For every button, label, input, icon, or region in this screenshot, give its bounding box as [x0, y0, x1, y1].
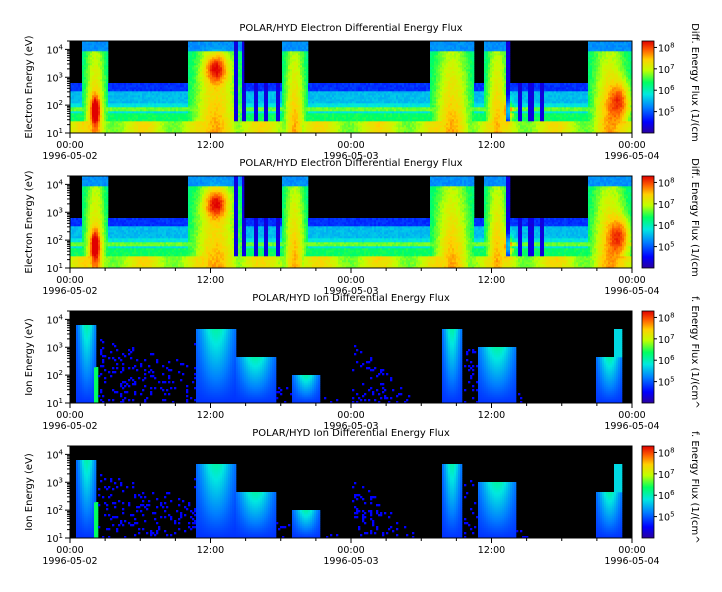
- x-tick-date: 1996-05-02: [42, 556, 97, 567]
- x-tick-date: 1996-05-04: [604, 151, 659, 162]
- panel-title: POLAR/HYD Electron Differential Energy F…: [239, 158, 462, 169]
- colorbar-label: f. Energy Flux (1/(cm^: [689, 431, 700, 543]
- x-tick-time: 00:00: [56, 545, 83, 556]
- x-tick-time: 12:00: [478, 275, 505, 286]
- colorbar-tick-label: 107: [658, 468, 675, 481]
- y-tick-label: 101: [46, 397, 63, 410]
- y-tick-label: 104: [46, 178, 63, 191]
- y-tick-label: 104: [46, 448, 63, 461]
- colorbar-tick-label: 105: [658, 511, 675, 524]
- colorbar-tick-label: 108: [658, 176, 675, 189]
- y-tick-label: 104: [46, 43, 63, 56]
- y-tick-label: 103: [46, 476, 63, 489]
- colorbar: [642, 41, 654, 133]
- x-tick-time: 00:00: [56, 410, 83, 421]
- y-axis-label: Electron Energy (eV): [24, 170, 35, 273]
- panel-1: POLAR/HYD Electron Differential Energy F…: [24, 23, 700, 162]
- colorbar-tick-label: 106: [658, 489, 675, 502]
- x-tick-date: 1996-05-02: [42, 286, 97, 297]
- colorbar-tick-label: 107: [658, 63, 675, 76]
- y-tick-label: 104: [46, 313, 63, 326]
- y-tick-label: 101: [46, 532, 63, 545]
- y-axis-label: Ion Energy (eV): [24, 318, 35, 396]
- x-tick-date: 1996-05-04: [604, 556, 659, 567]
- y-tick-label: 102: [46, 504, 63, 517]
- x-tick-date: 1996-05-02: [42, 151, 97, 162]
- colorbar-tick-label: 106: [658, 84, 675, 97]
- x-tick-time: 00:00: [337, 410, 364, 421]
- colorbar-label: f. Energy Flux (1/(cm^: [689, 296, 700, 408]
- x-tick-time: 00:00: [337, 140, 364, 151]
- colorbar-tick-label: 106: [658, 219, 675, 232]
- panel-title: POLAR/HYD Ion Differential Energy Flux: [252, 293, 450, 304]
- colorbar: [642, 176, 654, 268]
- colorbar-tick-label: 105: [658, 106, 675, 119]
- colorbar-tick-label: 106: [658, 354, 675, 367]
- y-tick-label: 102: [46, 99, 63, 112]
- x-tick-time: 00:00: [337, 275, 364, 286]
- colorbar-tick-label: 107: [658, 198, 675, 211]
- x-tick-time: 00:00: [56, 140, 83, 151]
- y-tick-label: 103: [46, 341, 63, 354]
- colorbar-tick-label: 105: [658, 376, 675, 389]
- x-tick-time: 12:00: [197, 275, 224, 286]
- x-tick-time: 00:00: [618, 545, 645, 556]
- colorbar-label: Diff. Energy Flux (1/(cm: [689, 158, 700, 277]
- colorbar: [642, 446, 654, 538]
- panel-title: POLAR/HYD Electron Differential Energy F…: [239, 23, 462, 34]
- colorbar-tick-label: 108: [658, 446, 675, 459]
- x-tick-time: 00:00: [56, 275, 83, 286]
- x-tick-time: 00:00: [337, 545, 364, 556]
- y-axis-label: Ion Energy (eV): [24, 453, 35, 531]
- y-axis-label: Electron Energy (eV): [24, 35, 35, 138]
- x-tick-time: 12:00: [478, 410, 505, 421]
- x-tick-time: 12:00: [197, 410, 224, 421]
- y-tick-label: 102: [46, 234, 63, 247]
- y-tick-label: 103: [46, 71, 63, 84]
- colorbar-label: Diff. Energy Flux (1/(cm: [689, 23, 700, 142]
- panel-3: POLAR/HYD Ion Differential Energy Flux 10…: [24, 293, 700, 432]
- y-tick-label: 101: [46, 127, 63, 140]
- x-tick-time: 12:00: [197, 545, 224, 556]
- x-tick-date: 1996-05-03: [323, 556, 378, 567]
- colorbar-tick-label: 105: [658, 241, 675, 254]
- x-tick-time: 12:00: [478, 140, 505, 151]
- panel-title: POLAR/HYD Ion Differential Energy Flux: [252, 428, 450, 439]
- colorbar: [642, 311, 654, 403]
- x-tick-date: 1996-05-04: [604, 286, 659, 297]
- x-tick-time: 00:00: [618, 140, 645, 151]
- x-tick-time: 12:00: [478, 545, 505, 556]
- colorbar-tick-label: 108: [658, 41, 675, 54]
- colorbar-tick-label: 108: [658, 311, 675, 324]
- x-tick-time: 00:00: [618, 410, 645, 421]
- x-tick-date: 1996-05-02: [42, 421, 97, 432]
- colorbar-tick-label: 107: [658, 333, 675, 346]
- x-tick-date: 1996-05-04: [604, 421, 659, 432]
- y-tick-label: 102: [46, 369, 63, 382]
- y-tick-label: 101: [46, 262, 63, 275]
- panel-2: POLAR/HYD Electron Differential Energy F…: [24, 158, 700, 297]
- y-tick-label: 103: [46, 206, 63, 219]
- panel-4: POLAR/HYD Ion Differential Energy Flux 10…: [24, 428, 700, 567]
- x-tick-time: 00:00: [618, 275, 645, 286]
- x-tick-time: 12:00: [197, 140, 224, 151]
